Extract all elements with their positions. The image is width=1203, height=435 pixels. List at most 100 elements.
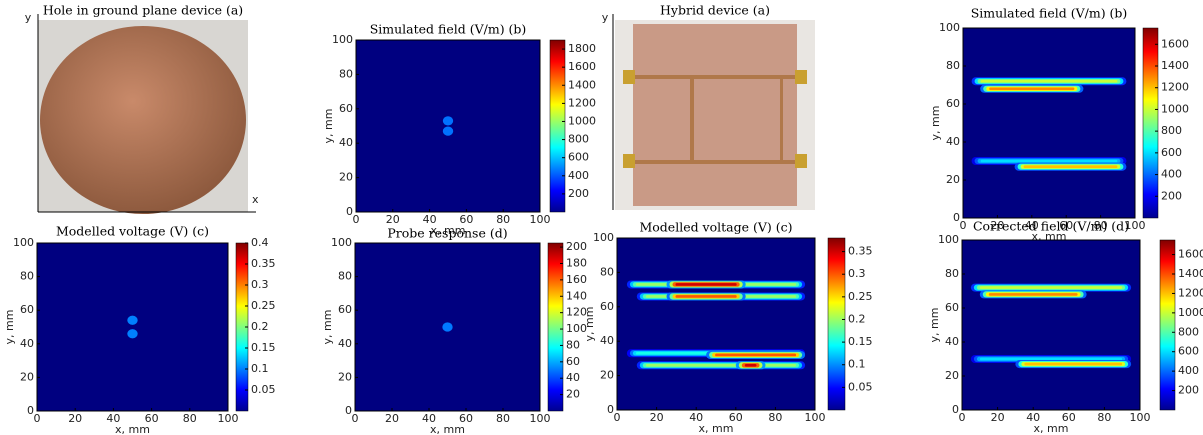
y-tick-label: 0 <box>27 404 34 417</box>
colorbar-tick-label: 400 <box>1161 168 1182 181</box>
colorbar <box>547 242 564 412</box>
plot-frame <box>355 39 541 213</box>
y-tick-label: 0 <box>953 211 960 224</box>
colorbar <box>1159 239 1176 411</box>
y-tick-label: 80 <box>20 270 34 283</box>
x-tick-label: 60 <box>1062 411 1076 424</box>
y-tick-label: 60 <box>600 300 614 313</box>
y-tick-label: 80 <box>600 265 614 278</box>
spot-level <box>442 322 453 332</box>
y-tick-label: 0 <box>952 403 959 416</box>
y-tick-label: 60 <box>20 303 34 316</box>
band-level <box>979 357 1123 361</box>
band <box>970 283 1132 292</box>
y-tick-label: 80 <box>945 267 959 280</box>
x-tick-label: 20 <box>650 411 664 424</box>
colorbar <box>827 237 846 411</box>
y-axis-label: y <box>602 11 609 24</box>
plot-bg <box>356 40 540 212</box>
y-tick-label: 60 <box>338 303 352 316</box>
colorbar-tick-label: 0.25 <box>848 290 873 303</box>
x-tick-label: 20 <box>386 213 400 226</box>
colorbar-tick-label: 0.4 <box>251 236 269 249</box>
y-axis-label: y, mm <box>3 310 16 345</box>
spot-level <box>127 315 138 325</box>
spot <box>442 322 453 332</box>
colorbar-tick-label: 1000 <box>1161 102 1189 115</box>
band-level <box>675 295 737 298</box>
panel-title: Simulated field (V/m) (b) <box>971 6 1128 21</box>
x-tick-label: 60 <box>1059 219 1073 232</box>
x-tick-label: 0 <box>959 411 966 424</box>
x-tick-label: 40 <box>1025 219 1039 232</box>
y-tick-label: 20 <box>338 370 352 383</box>
y-tick-label: 20 <box>945 369 959 382</box>
spot-level <box>127 329 138 339</box>
colorbar-tick-label: 1400 <box>568 78 596 91</box>
panel-title: Modelled voltage (V) (c) <box>56 224 209 239</box>
colorbar-tick-label: 200 <box>1161 189 1182 202</box>
colorbar-tick-label: 0.35 <box>848 245 873 258</box>
y-tick-label: 40 <box>945 335 959 348</box>
colorbar-tick-label: 200 <box>566 240 587 253</box>
panel-title: Hole in ground plane device (a) <box>43 3 243 18</box>
x-tick-label: 100 <box>218 412 239 425</box>
x-tick-label: 80 <box>496 213 510 226</box>
colorbar-tick-label: 40 <box>566 371 580 384</box>
y-tick-label: 100 <box>332 33 353 46</box>
y-tick-label: 60 <box>946 97 960 110</box>
x-tick-label: 80 <box>183 412 197 425</box>
colorbar-tick-label: 0.35 <box>251 257 276 270</box>
band-level <box>979 286 1123 289</box>
spot-level <box>442 126 454 136</box>
plot-frame <box>616 237 816 411</box>
band-level <box>1023 165 1118 168</box>
band <box>666 292 746 301</box>
colorbar-tick-label: 0.3 <box>251 278 269 291</box>
y-tick-label: 40 <box>20 337 34 350</box>
colorbar-tick-label: 0.3 <box>848 267 866 280</box>
x-axis-label: x, mm <box>431 224 466 237</box>
y-axis-label: y, mm <box>929 106 942 141</box>
board <box>633 24 797 206</box>
band <box>1015 360 1132 369</box>
x-axis-label: x, mm <box>1034 422 1069 435</box>
colorbar-tick-label: 600 <box>1178 345 1199 358</box>
y-tick-label: 40 <box>338 337 352 350</box>
y-axis-label: y, mm <box>583 307 596 342</box>
panel-title: Modelled voltage (V) (c) <box>639 220 792 235</box>
x-tick-label: 100 <box>530 213 551 226</box>
y-tick-label: 0 <box>345 404 352 417</box>
colorbar-tick-label: 60 <box>566 355 580 368</box>
x-tick-label: 40 <box>423 213 437 226</box>
x-tick-label: 100 <box>1130 411 1151 424</box>
colorbar-tick-label: 0.25 <box>251 299 276 312</box>
colorbar-tick-label: 600 <box>1161 146 1182 159</box>
x-tick-label: 0 <box>960 219 967 232</box>
colorbar-tick-label: 600 <box>568 151 589 164</box>
colorbar-tick-label: 0.15 <box>251 341 276 354</box>
y-tick-label: 80 <box>946 59 960 72</box>
x-tick-label: 100 <box>805 411 826 424</box>
colorbar-tick-label: 400 <box>568 169 589 182</box>
y-tick-label: 20 <box>946 173 960 186</box>
copper-disk <box>40 26 246 214</box>
band-level <box>989 87 1075 91</box>
y-axis-label: y, mm <box>928 308 941 343</box>
x-tick-label: 0 <box>353 213 360 226</box>
spot <box>442 116 454 126</box>
x-axis-label: x, mm <box>115 423 150 435</box>
trace <box>780 75 783 164</box>
band-level <box>980 79 1118 83</box>
x-tick-label: 60 <box>145 412 159 425</box>
band-level <box>715 353 797 357</box>
band-level <box>645 363 797 367</box>
colorbar-tick-label: 80 <box>566 338 580 351</box>
y-tick-label: 100 <box>593 231 614 244</box>
colorbar-tick-label: 100 <box>566 322 587 335</box>
connector <box>795 154 807 168</box>
x-tick-label: 80 <box>1097 411 1111 424</box>
band <box>971 77 1127 86</box>
